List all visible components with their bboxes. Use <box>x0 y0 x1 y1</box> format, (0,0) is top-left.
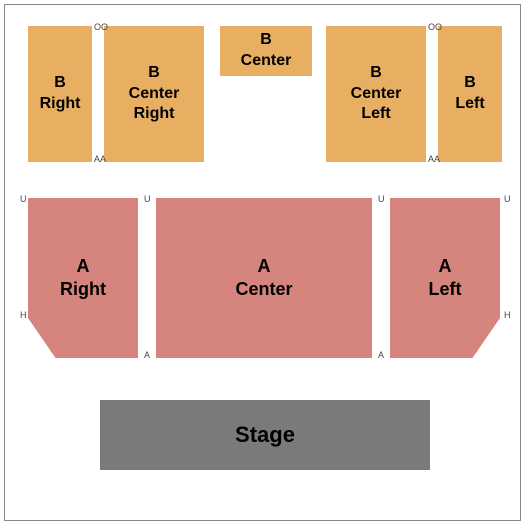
section-label: BCenterLeft <box>351 63 402 125</box>
section-label: ALeft <box>429 255 462 302</box>
section-label: ACenter <box>235 255 292 302</box>
row-label: H <box>504 310 511 320</box>
row-label: U <box>378 194 385 204</box>
section-b-center-right[interactable]: BCenterRight <box>104 26 204 162</box>
row-label: A <box>144 350 150 360</box>
section-b-right[interactable]: BRight <box>28 26 92 162</box>
row-label: U <box>504 194 511 204</box>
row-label: AA <box>428 154 440 164</box>
row-label: U <box>144 194 151 204</box>
stage: Stage <box>100 400 430 470</box>
row-label: OO <box>428 22 442 32</box>
section-label: BRight <box>40 73 81 115</box>
section-a-center[interactable]: ACenter <box>156 198 372 358</box>
row-label: U <box>20 194 27 204</box>
section-label: BCenterRight <box>129 63 180 125</box>
section-b-center[interactable]: BCenter <box>220 26 312 76</box>
section-label: ARight <box>60 255 106 302</box>
section-b-center-left[interactable]: BCenterLeft <box>326 26 426 162</box>
seating-chart: BRight BCenterRight BCenter BCenterLeft … <box>0 0 525 525</box>
stage-label: Stage <box>235 422 295 448</box>
section-a-left[interactable]: ALeft <box>390 198 500 358</box>
section-b-left[interactable]: BLeft <box>438 26 502 162</box>
row-label: A <box>378 350 384 360</box>
row-label: AA <box>94 154 106 164</box>
section-label: BCenter <box>241 30 292 72</box>
section-a-right[interactable]: ARight <box>28 198 138 358</box>
row-label: OO <box>94 22 108 32</box>
row-label: H <box>20 310 27 320</box>
section-label: BLeft <box>455 73 484 115</box>
